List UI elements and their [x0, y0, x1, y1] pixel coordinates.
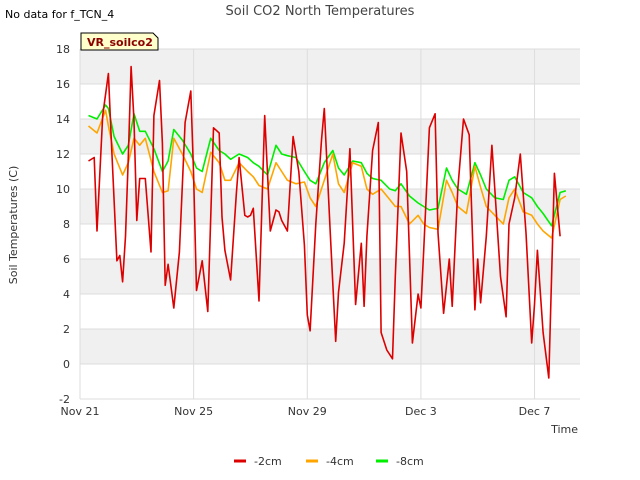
series-line-minus4cm: [87, 109, 567, 239]
x-tick-label: Dec 3: [405, 405, 437, 418]
chart-title: Soil CO2 North Temperatures: [226, 4, 415, 19]
y-tick-label: 16: [56, 78, 70, 91]
y-axis-ticks: -2 0 2 4 6 8 10 12 14 16 18: [56, 43, 70, 406]
legend: -2cm -4cm -8cm: [234, 455, 424, 468]
no-data-note: No data for f_TCN_4: [5, 8, 114, 21]
x-tick-label: Nov 21: [61, 405, 100, 418]
x-tick-label: Dec 7: [519, 405, 551, 418]
badge: VR_soilco2: [80, 32, 159, 51]
series-layer: [87, 65, 567, 379]
y-tick-label: 10: [56, 183, 70, 196]
grid-band: [80, 119, 580, 154]
y-tick-label: 2: [63, 323, 70, 336]
grid-bands: [80, 49, 580, 364]
series-line-minus8cm: [88, 104, 567, 227]
y-tick-label: 4: [63, 288, 70, 301]
y-tick-label: 8: [63, 218, 70, 231]
plot-area: [79, 48, 580, 400]
grid-band: [80, 259, 580, 294]
x-tick-label: Nov 25: [174, 405, 213, 418]
y-tick-label: 6: [63, 253, 70, 266]
x-tick-label: Nov 29: [288, 405, 327, 418]
grid-band: [80, 49, 580, 84]
legend-label: -2cm: [254, 455, 282, 468]
y-tick-label: 0: [63, 358, 70, 371]
x-axis-label: Time: [550, 423, 578, 436]
grid-lines: [79, 48, 580, 400]
y-tick-label: 14: [56, 113, 70, 126]
grid-band: [80, 329, 580, 364]
y-tick-label: 12: [56, 148, 70, 161]
badge-label: VR_soilco2: [87, 36, 153, 49]
y-axis-label: Soil Temperatures (C): [7, 166, 20, 285]
x-axis-ticks: Nov 21 Nov 25 Nov 29 Dec 3 Dec 7: [61, 405, 551, 418]
legend-label: -4cm: [326, 455, 354, 468]
series-line-minus2cm: [88, 65, 561, 379]
legend-label: -8cm: [396, 455, 424, 468]
y-tick-label: 18: [56, 43, 70, 56]
badge-box: [80, 32, 159, 51]
y-tick-label: -2: [59, 393, 70, 406]
